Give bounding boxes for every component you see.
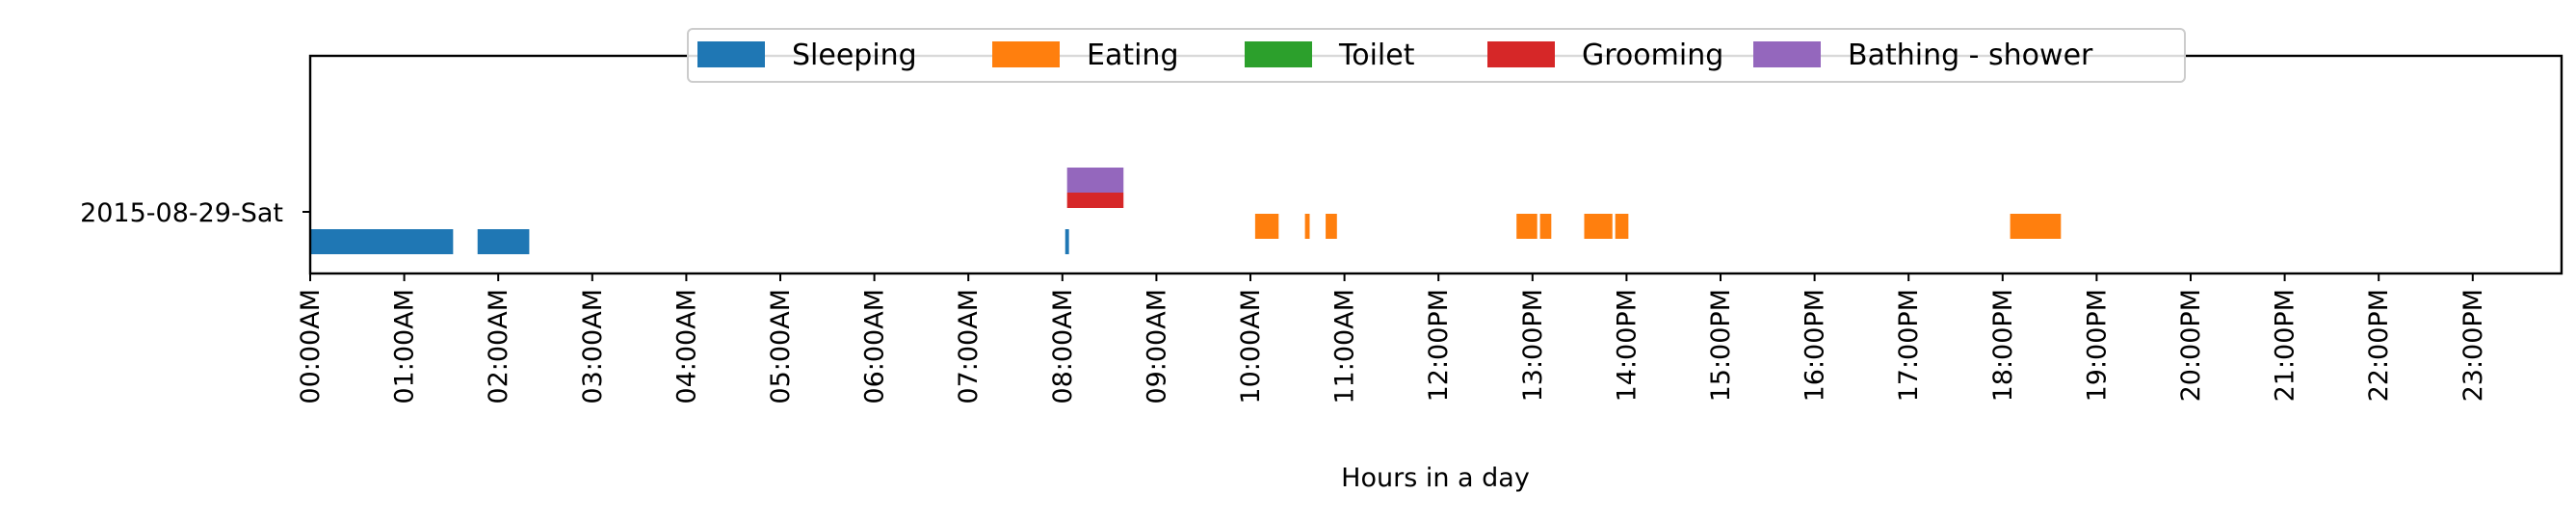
x-tick-label: 17:00PM [1894, 289, 1924, 402]
legend-label: Grooming [1582, 39, 1723, 72]
x-tick-label: 12:00PM [1424, 289, 1454, 402]
x-tick-label: 15:00PM [1706, 289, 1736, 402]
bar-eating [1615, 214, 1629, 239]
x-tick-label: 21:00PM [2271, 289, 2300, 402]
bar-eating [1516, 214, 1538, 239]
x-tick-label: 05:00AM [766, 289, 796, 404]
x-tick-label: 11:00AM [1330, 289, 1360, 404]
bar-eating [2010, 214, 2062, 239]
y-axis: 2015-08-29-Sat [80, 198, 310, 228]
x-tick-label: 09:00AM [1142, 289, 1171, 404]
x-tick-label: 18:00PM [1988, 289, 2018, 402]
bar-eating [1254, 214, 1279, 239]
bar-eating [1326, 214, 1337, 239]
x-tick-label: 10:00AM [1236, 289, 1266, 404]
x-tick-label: 20:00PM [2176, 289, 2206, 402]
x-tick-label: 14:00PM [1612, 289, 1642, 402]
legend-swatch [1753, 41, 1821, 67]
bar-sleeping [310, 229, 454, 254]
x-axis: 00:00AM 01:00AM 02:00AM 03:00AM 04:00AM 05:00… [296, 273, 2488, 404]
legend-swatch [992, 41, 1060, 67]
bar-sleeping [477, 229, 530, 254]
x-tick-label: 22:00PM [2364, 289, 2394, 402]
legend-swatch [697, 41, 765, 67]
legend-label: Sleeping [792, 39, 917, 72]
x-tick-label: 04:00AM [671, 289, 701, 404]
x-tick-label: 07:00AM [954, 289, 984, 404]
y-tick-label: 2015-08-29-Sat [80, 198, 283, 228]
legend-label: Bathing - shower [1848, 39, 2093, 72]
x-tick-label: 02:00AM [484, 289, 513, 404]
bar-sleeping [1065, 229, 1069, 254]
x-tick-label: 01:00AM [390, 289, 420, 404]
x-tick-label: 23:00PM [2458, 289, 2488, 402]
legend-swatch [1487, 41, 1555, 67]
x-tick-label: 03:00AM [578, 289, 608, 404]
x-tick-label: 00:00AM [296, 289, 326, 404]
bar-grooming [1066, 193, 1124, 208]
x-tick-label: 19:00PM [2082, 289, 2112, 402]
legend-label: Eating [1087, 39, 1179, 72]
activity-bars [310, 168, 2062, 254]
legend-swatch [1245, 41, 1312, 67]
bar-eating [1304, 214, 1310, 239]
bar-bathing-shower [1066, 168, 1124, 193]
x-tick-label: 06:00AM [860, 289, 890, 404]
x-tick-label: 08:00AM [1048, 289, 1078, 404]
plot-area-frame [308, 54, 2563, 275]
x-axis-label: Hours in a day [1341, 463, 1530, 493]
x-tick-label: 13:00PM [1518, 289, 1548, 402]
bar-eating [1584, 214, 1613, 239]
bar-eating [1539, 214, 1552, 239]
x-tick-label: 16:00PM [1801, 289, 1830, 402]
legend: Sleeping Eating Toilet Grooming Bathing - sh… [687, 28, 2186, 83]
legend-label: Toilet [1338, 39, 1415, 72]
